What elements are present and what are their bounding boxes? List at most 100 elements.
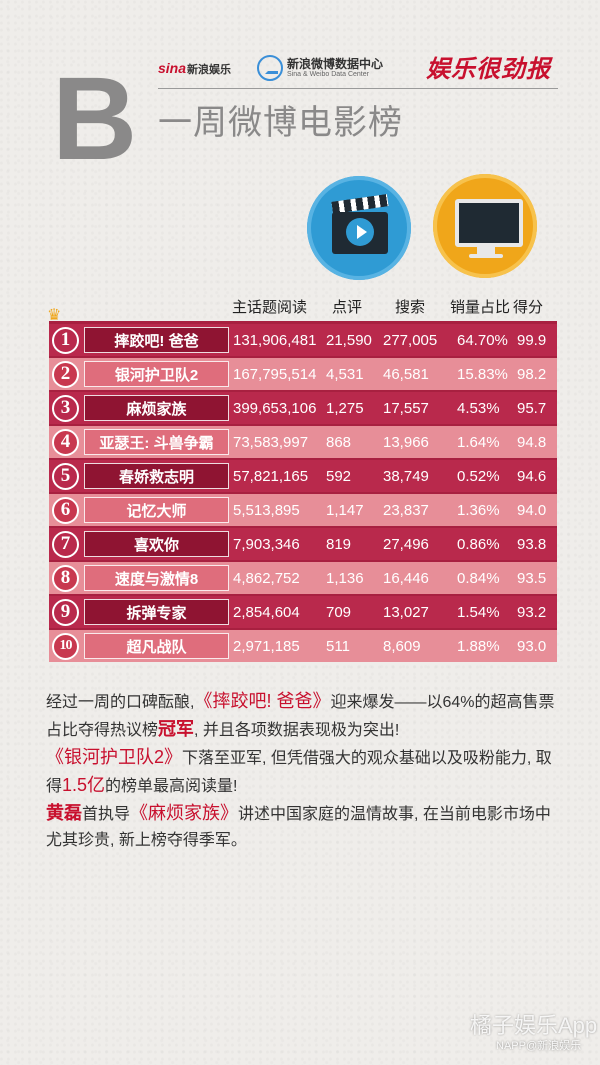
summary-p2-a: 下落至亚军, 但凭借强大的观众基础以及吸粉能力, 取得 [46,750,552,795]
brand-logo: 娱乐很劲报 [426,56,551,83]
column-header-reads: 主话题阅读 [232,299,308,316]
cell-score: 99.9 [517,331,547,349]
cell-share: 0.86% [457,535,500,553]
film-title: 亚瑟王: 斗兽争霸 [84,429,229,455]
cell-reads: 73,583,997 [233,433,309,451]
cell-reads: 7,903,346 [233,535,300,553]
cell-reads: 131,906,481 [233,331,317,349]
rank-badge: 3 [52,394,79,422]
cell-share: 1.64% [457,433,500,451]
cell-search: 13,966 [383,433,429,451]
film-title: 超凡战队 [84,633,229,659]
cell-comments: 868 [326,433,352,451]
table-row: 7 喜欢你 7,903,346 819 27,496 0.86% 93.8 [49,528,557,560]
film-title: 喜欢你 [84,531,229,557]
cell-reads: 2,971,185 [233,637,300,655]
table-row: 8 速度与激情8 4,862,752 1,136 16,446 0.84% 93.5 [49,562,557,594]
cell-share: 4.53% [457,399,500,417]
cell-share: 0.84% [457,569,500,587]
film-title: 速度与激情8 [84,565,229,591]
cell-reads: 167,795,514 [233,365,317,383]
cell-search: 46,581 [383,365,429,383]
cell-score: 94.0 [517,501,547,519]
data-center-logo: 新浪微博数据中心 Sina & Weibo Data Center [257,55,383,81]
page-title: 一周微博电影榜 [158,105,403,142]
rank-badge: 6 [52,496,79,524]
cell-comments: 819 [326,535,352,553]
column-header-score: 得分 [513,299,544,316]
rank-badge: 9 [52,598,79,626]
cell-search: 8,609 [383,637,421,655]
cell-share: 1.54% [457,603,500,621]
film-title: 摔跤吧! 爸爸 [84,327,229,353]
cell-comments: 511 [326,637,350,655]
table-row: 2 银河护卫队2 167,795,514 4,531 46,581 15.83% 98.2 [49,358,557,390]
column-header-comments: 点评 [332,299,363,316]
summary-p3-a: 首执导 [82,806,131,823]
cell-search: 13,027 [383,603,429,621]
column-header-search: 搜索 [395,299,426,316]
cell-comments: 709 [326,603,352,621]
cell-search: 16,446 [383,569,429,587]
cell-comments: 1,147 [326,501,364,519]
summary-champion: 冠军 [158,719,195,739]
cell-search: 38,749 [383,467,429,485]
cell-reads: 2,854,604 [233,603,300,621]
cell-reads: 4,862,752 [233,569,300,587]
rank-badge: 4 [52,428,79,456]
cell-reads: 57,821,165 [233,467,309,485]
tv-monitor-icon [433,174,537,278]
cell-share: 0.52% [457,467,500,485]
summary-director: 黄磊 [46,803,82,823]
rank-badge: 1 [52,326,79,354]
rank-badge: 5 [52,462,79,490]
cell-score: 93.0 [517,637,547,655]
film-title: 银河护卫队2 [84,361,229,387]
summary-number: 1.5亿 [62,775,106,795]
table-row: 10 超凡战队 2,971,185 511 8,609 1.88% 93.0 [49,630,557,662]
data-center-en: Sina & Weibo Data Center [287,70,369,78]
cell-comments: 21,590 [326,331,372,349]
cell-score: 98.2 [517,365,547,383]
cell-comments: 4,531 [326,365,364,383]
cell-comments: 592 [326,467,352,485]
table-row: 5 春娇救志明 57,821,165 592 38,749 0.52% 94.6 [49,460,557,492]
summary-film-2: 《银河护卫队2》 [46,747,183,767]
sina-logo-mark: sina [158,60,187,76]
video-play-icon [307,176,411,280]
cell-comments: 1,136 [326,569,364,587]
table-row: 3 麻烦家族 399,653,106 1,275 17,557 4.53% 95.7 [49,392,557,424]
rank-badge: 7 [52,530,79,558]
section-letter: B [52,53,138,185]
rank-badge: 10 [52,632,79,660]
table-row: 1 摔跤吧! 爸爸 131,906,481 21,590 277,005 64.70% 99… [49,324,557,356]
column-header-share: 销量占比 [450,299,511,316]
weibo-data-icon [257,55,283,81]
rank-badge: 8 [52,564,79,592]
cell-comments: 1,275 [326,399,364,417]
cell-share: 1.36% [457,501,500,519]
cell-search: 23,837 [383,501,429,519]
cell-share: 64.70% [457,331,508,349]
film-title: 麻烦家族 [84,395,229,421]
film-title: 拆弹专家 [84,599,229,625]
cell-score: 93.8 [517,535,547,553]
summary-film-3: 《麻烦家族》 [130,803,239,823]
cell-reads: 5,513,895 [233,501,300,519]
cell-reads: 399,653,106 [233,399,317,417]
table-row: 9 拆弹专家 2,854,604 709 13,027 1.54% 93.2 [49,596,557,628]
watermark-app: 橘子娱乐App [470,1013,598,1038]
cell-score: 93.5 [517,569,547,587]
cell-search: 277,005 [383,331,438,349]
cell-score: 93.2 [517,603,547,621]
summary-p1-b: 迎来爆发——以64%的超高售票占比夺得热议榜 [46,694,555,739]
watermark-source: NAPP@新浪娱乐 [496,1040,582,1052]
table-row: 4 亚瑟王: 斗兽争霸 73,583,997 868 13,966 1.64% 94.8 [49,426,557,458]
cell-score: 94.8 [517,433,547,451]
ranking-table: 1 摔跤吧! 爸爸 131,906,481 21,590 277,005 64.70% 99… [49,321,557,662]
table-row: 6 记忆大师 5,513,895 1,147 23,837 1.36% 94.0 [49,494,557,526]
summary-p3-b: 讲述中国家庭的温情故事, 在当前电影市场中尤其珍贵, 新上榜夺得季军。 [46,806,551,849]
cell-share: 15.83% [457,365,508,383]
summary-p1-a: 经过一周的口碑酝酿, [46,694,195,711]
sina-logo-sub: 新浪娱乐 [187,64,232,76]
